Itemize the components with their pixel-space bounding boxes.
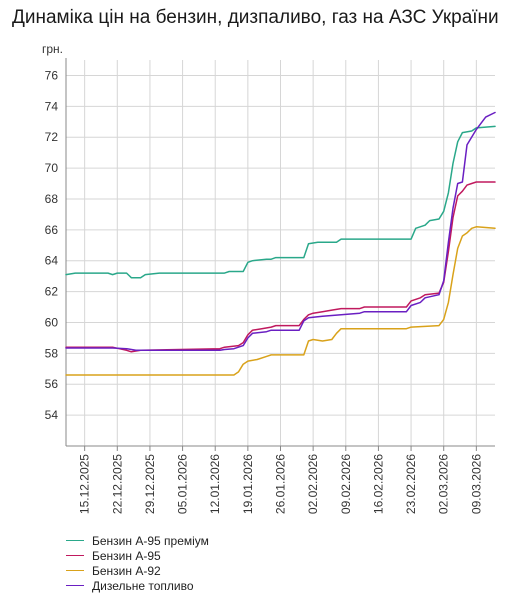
x-tick-label: 05.01.2026 [176,454,190,514]
grid-layer [66,60,495,446]
series-line-3 [65,226,496,376]
y-tick-label: 56 [45,377,59,391]
x-tick-label: 09.03.2026 [469,454,483,514]
x-tick-label: 16.02.2026 [371,454,385,514]
legend-label: Бензин А-95 преміум [92,533,209,548]
series-layer [65,111,496,376]
legend-item: Бензин А-95 преміум [66,533,209,548]
legend-item: Бензин А-95 [66,548,209,563]
y-tick-label: 76 [45,68,59,82]
x-tick-label: 02.03.2026 [437,454,451,514]
y-axis-label: грн. [42,42,63,56]
y-tick-label: 54 [45,408,59,422]
y-tick-label: 62 [45,285,59,299]
x-tick-label: 09.02.2026 [339,454,353,514]
legend-label: Дизельне топливо [92,578,194,593]
x-tick-label: 15.12.2025 [78,454,92,514]
axis-layer: 54 56 58 60 62 64 66 68 70 72 74 76 грн. 15.12.2025 22… [42,42,495,514]
x-tick-label: 26.01.2026 [274,454,288,514]
legend-swatch [66,570,84,571]
chart-title: Динаміка цін на бензин, дизпаливо, газ н… [12,7,499,28]
legend: Бензин А-95 преміум Бензин А-95 Бензин А-9… [66,533,209,593]
legend-label: Бензин А-92 [92,563,161,578]
y-tick-label: 66 [45,223,59,237]
legend-item: Дизельне топливо [66,578,209,593]
y-tick-label: 74 [45,99,59,113]
series-line-4 [65,111,496,352]
x-tick-label: 22.12.2025 [110,454,124,514]
y-tick-label: 68 [45,192,59,206]
y-tick-label: 60 [45,315,59,329]
x-tick-label: 23.02.2026 [404,454,418,514]
legend-swatch [66,540,84,541]
y-tick-label: 72 [45,130,59,144]
y-tick-label: 70 [45,161,59,175]
x-tick-label: 02.02.2026 [306,454,320,514]
x-tick-label: 19.01.2026 [241,454,255,514]
series-line-2 [65,181,496,353]
x-tick-label: 29.12.2025 [143,454,157,514]
legend-item: Бензин А-92 [66,563,209,578]
x-tick-label: 12.01.2026 [208,454,222,514]
legend-swatch [66,555,84,556]
series-line-1 [65,125,496,279]
y-tick-label: 58 [45,346,59,360]
legend-swatch [66,585,84,586]
legend-label: Бензин А-95 [92,548,161,563]
y-tick-label: 64 [45,254,59,268]
